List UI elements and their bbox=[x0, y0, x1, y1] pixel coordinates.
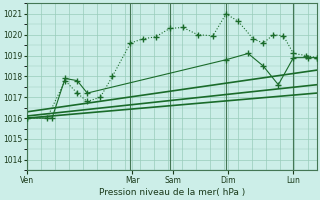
X-axis label: Pression niveau de la mer( hPa ): Pression niveau de la mer( hPa ) bbox=[99, 188, 245, 197]
